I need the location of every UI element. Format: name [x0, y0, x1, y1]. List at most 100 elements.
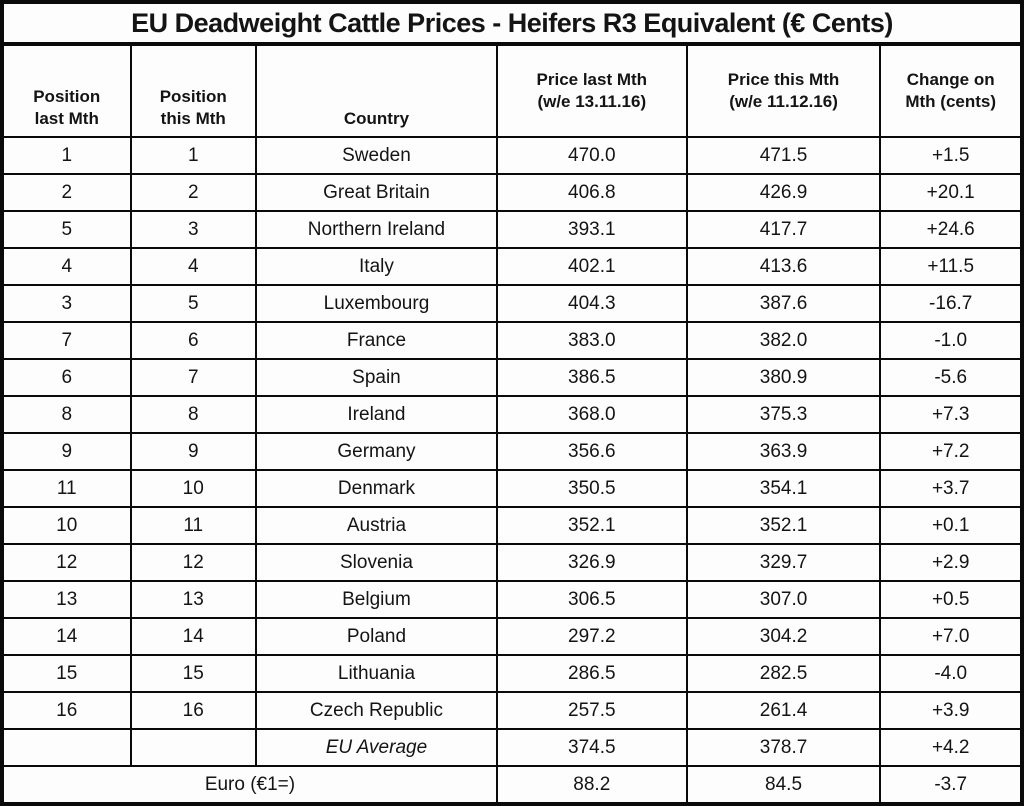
price-this-mth-cell: 354.1	[685, 469, 882, 508]
price-last-mth-cell: 470.0	[495, 136, 688, 175]
price-last-mth-cell: 257.5	[495, 691, 688, 730]
price-last-mth-cell: 393.1	[495, 210, 688, 249]
country-cell: Austria	[254, 506, 498, 545]
change-cell: +0.5	[879, 580, 1023, 619]
table-row: 11 10 Denmark 350.5 354.1 +3.7	[1, 469, 1023, 508]
col-header-price-this-mth: Price this Mth (w/e 11.12.16)	[685, 43, 882, 138]
position-this-mth-cell: 14	[129, 617, 257, 656]
country-cell: Belgium	[254, 580, 498, 619]
euro-rate-change: -3.7	[879, 765, 1023, 805]
position-this-mth-cell: 9	[129, 432, 257, 471]
position-this-mth-cell: 6	[129, 321, 257, 360]
table-row: 7 6 France 383.0 382.0 -1.0	[1, 321, 1023, 360]
country-cell: Denmark	[254, 469, 498, 508]
col-header-country: Country	[254, 43, 498, 138]
price-last-mth-cell: 402.1	[495, 247, 688, 286]
position-last-mth-cell: 6	[1, 358, 132, 397]
table-row: 12 12 Slovenia 326.9 329.7 +2.9	[1, 543, 1023, 582]
table-title: EU Deadweight Cattle Prices - Heifers R3…	[1, 1, 1023, 46]
header-row: Position last Mth Position this Mth Coun…	[1, 43, 1023, 138]
price-last-mth-cell: 286.5	[495, 654, 688, 693]
table-row: 9 9 Germany 356.6 363.9 +7.2	[1, 432, 1023, 471]
change-cell: +20.1	[879, 173, 1023, 212]
change-cell: +3.7	[879, 469, 1023, 508]
col-header-position-this-mth: Position this Mth	[129, 43, 257, 138]
table-row: 14 14 Poland 297.2 304.2 +7.0	[1, 617, 1023, 656]
position-this-mth-cell: 7	[129, 358, 257, 397]
country-cell: Italy	[254, 247, 498, 286]
col-header-price-last-mth: Price last Mth (w/e 13.11.16)	[495, 43, 688, 138]
col-header-position-last-mth: Position last Mth	[1, 43, 132, 138]
eu-average-price-this-mth: 378.7	[685, 728, 882, 767]
position-this-mth-cell: 5	[129, 284, 257, 323]
position-last-mth-cell: 16	[1, 691, 132, 730]
euro-rate-row: Euro (€1=) 88.2 84.5 -3.7	[1, 765, 1023, 805]
price-this-mth-cell: 304.2	[685, 617, 882, 656]
change-cell: +2.9	[879, 543, 1023, 582]
price-this-mth-cell: 471.5	[685, 136, 882, 175]
position-last-mth-cell: 4	[1, 247, 132, 286]
eu-average-row: EU Average 374.5 378.7 +4.2	[1, 728, 1023, 767]
position-this-mth-cell: 1	[129, 136, 257, 175]
position-last-mth-cell: 2	[1, 173, 132, 212]
price-this-mth-cell: 363.9	[685, 432, 882, 471]
price-this-mth-cell: 307.0	[685, 580, 882, 619]
change-cell: +7.0	[879, 617, 1023, 656]
country-cell: Slovenia	[254, 543, 498, 582]
title-row: EU Deadweight Cattle Prices - Heifers R3…	[1, 1, 1023, 46]
position-this-mth-cell-empty	[129, 728, 257, 767]
table-row: 1 1 Sweden 470.0 471.5 +1.5	[1, 136, 1023, 175]
position-this-mth-cell: 11	[129, 506, 257, 545]
col-header-change-on-mth: Change on Mth (cents)	[879, 43, 1023, 138]
table-row: 4 4 Italy 402.1 413.6 +11.5	[1, 247, 1023, 286]
country-cell: Spain	[254, 358, 498, 397]
position-last-mth-cell: 12	[1, 543, 132, 582]
eu-average-label: EU Average	[254, 728, 498, 767]
country-cell: Luxembourg	[254, 284, 498, 323]
table-row: 16 16 Czech Republic 257.5 261.4 +3.9	[1, 691, 1023, 730]
table-row: 3 5 Luxembourg 404.3 387.6 -16.7	[1, 284, 1023, 323]
position-last-mth-cell: 15	[1, 654, 132, 693]
price-this-mth-cell: 375.3	[685, 395, 882, 434]
position-this-mth-cell: 4	[129, 247, 257, 286]
change-cell: +24.6	[879, 210, 1023, 249]
position-last-mth-cell: 8	[1, 395, 132, 434]
change-cell: +7.3	[879, 395, 1023, 434]
price-this-mth-cell: 413.6	[685, 247, 882, 286]
position-last-mth-cell: 7	[1, 321, 132, 360]
euro-rate-this-mth: 84.5	[685, 765, 882, 805]
euro-rate-label: Euro (€1=)	[1, 765, 498, 805]
eu-average-change: +4.2	[879, 728, 1023, 767]
change-cell: -16.7	[879, 284, 1023, 323]
country-cell: Lithuania	[254, 654, 498, 693]
price-this-mth-cell: 380.9	[685, 358, 882, 397]
position-last-mth-cell: 10	[1, 506, 132, 545]
price-last-mth-cell: 406.8	[495, 173, 688, 212]
position-last-mth-cell: 1	[1, 136, 132, 175]
position-this-mth-cell: 12	[129, 543, 257, 582]
country-cell: France	[254, 321, 498, 360]
price-last-mth-cell: 383.0	[495, 321, 688, 360]
position-last-mth-cell: 5	[1, 210, 132, 249]
country-cell: Germany	[254, 432, 498, 471]
country-cell: Sweden	[254, 136, 498, 175]
position-last-mth-cell: 14	[1, 617, 132, 656]
price-last-mth-cell: 326.9	[495, 543, 688, 582]
euro-rate-last-mth: 88.2	[495, 765, 688, 805]
table-row: 15 15 Lithuania 286.5 282.5 -4.0	[1, 654, 1023, 693]
change-cell: +3.9	[879, 691, 1023, 730]
table-row: 13 13 Belgium 306.5 307.0 +0.5	[1, 580, 1023, 619]
country-cell: Northern Ireland	[254, 210, 498, 249]
position-last-mth-cell: 13	[1, 580, 132, 619]
position-last-mth-cell: 11	[1, 469, 132, 508]
price-this-mth-cell: 417.7	[685, 210, 882, 249]
change-cell: -5.6	[879, 358, 1023, 397]
position-last-mth-cell: 9	[1, 432, 132, 471]
position-this-mth-cell: 13	[129, 580, 257, 619]
country-cell: Ireland	[254, 395, 498, 434]
price-this-mth-cell: 329.7	[685, 543, 882, 582]
position-this-mth-cell: 16	[129, 691, 257, 730]
position-last-mth-cell-empty	[1, 728, 132, 767]
change-cell: +11.5	[879, 247, 1023, 286]
position-this-mth-cell: 8	[129, 395, 257, 434]
